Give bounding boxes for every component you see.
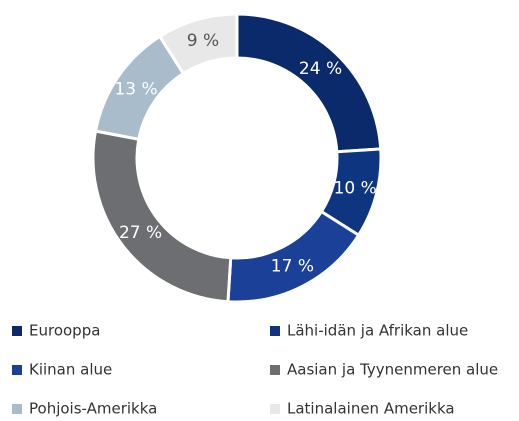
legend-label: Eurooppa: [29, 322, 100, 340]
legend-label: Aasian ja Tyynenmeren alue: [287, 361, 498, 379]
data-label: 13 %: [114, 79, 157, 99]
donut-segment: [235, 12, 383, 154]
donut-segment: [157, 12, 239, 76]
data-label: 10 %: [334, 178, 377, 198]
legend-label: Latinalainen Amerikka: [287, 400, 455, 418]
data-label: 24 %: [299, 59, 342, 79]
legend-marker: [270, 404, 280, 414]
data-label: 9 %: [187, 31, 219, 51]
legend-label: Lähi-idän ja Afrikan alue: [287, 322, 468, 340]
legend-marker: [270, 326, 280, 336]
data-label: 17 %: [271, 257, 314, 277]
data-label: 27 %: [119, 223, 162, 243]
legend-label: Kiinan alue: [29, 361, 112, 379]
donut-segment: [91, 129, 233, 304]
legend-marker: [12, 326, 22, 336]
legend-marker: [12, 365, 22, 375]
legend-label: Pohjois-Amerikka: [29, 400, 157, 418]
legend-marker: [12, 404, 22, 414]
legend-marker: [270, 365, 280, 375]
